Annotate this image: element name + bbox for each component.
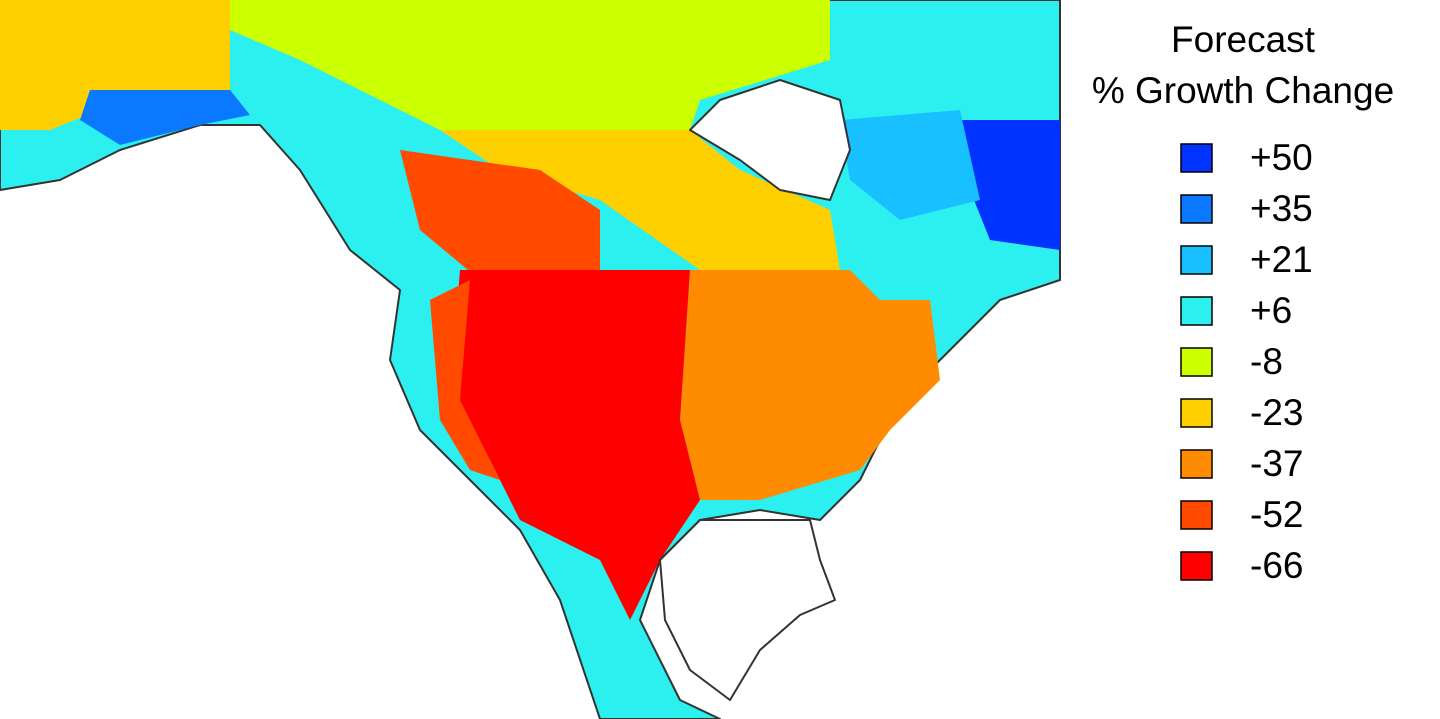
region: [0, 0, 230, 130]
hudson-bay: [689, 79, 851, 201]
legend-label: -52: [1250, 494, 1303, 535]
region: [230, 0, 830, 140]
gulf-of-mexico: [659, 519, 836, 701]
legend-swatch: [1180, 449, 1213, 479]
legend-title: Forecast: [1171, 19, 1316, 60]
legend-label: -37: [1250, 443, 1303, 484]
legend-swatch: [1180, 500, 1213, 530]
legend: Forecast % Growth Change +50 +35 +21 +6 -8 -2…: [1092, 19, 1394, 586]
region: [960, 120, 1060, 250]
region: [440, 130, 840, 270]
region: [450, 270, 700, 620]
legend-swatch: [1180, 398, 1213, 428]
legend-swatch: [1180, 347, 1213, 377]
region: [680, 270, 940, 500]
legend-label: +6: [1250, 290, 1292, 331]
legend-label: +35: [1250, 188, 1313, 229]
map: [0, 0, 1061, 719]
legend-label: +50: [1250, 137, 1313, 178]
region: [80, 90, 250, 145]
legend-title: % Growth Change: [1092, 70, 1394, 111]
region: [840, 110, 980, 220]
region: [430, 280, 500, 480]
legend-swatch: [1180, 296, 1213, 326]
legend-swatch: [1180, 143, 1213, 173]
legend-label: +21: [1250, 239, 1313, 280]
legend-label: -66: [1250, 545, 1303, 586]
legend-label: -8: [1250, 341, 1283, 382]
legend-swatch: [1180, 551, 1213, 581]
legend-swatch: [1180, 245, 1213, 275]
region: [400, 150, 600, 280]
legend-swatch: [1180, 194, 1213, 224]
legend-label: -23: [1250, 392, 1303, 433]
